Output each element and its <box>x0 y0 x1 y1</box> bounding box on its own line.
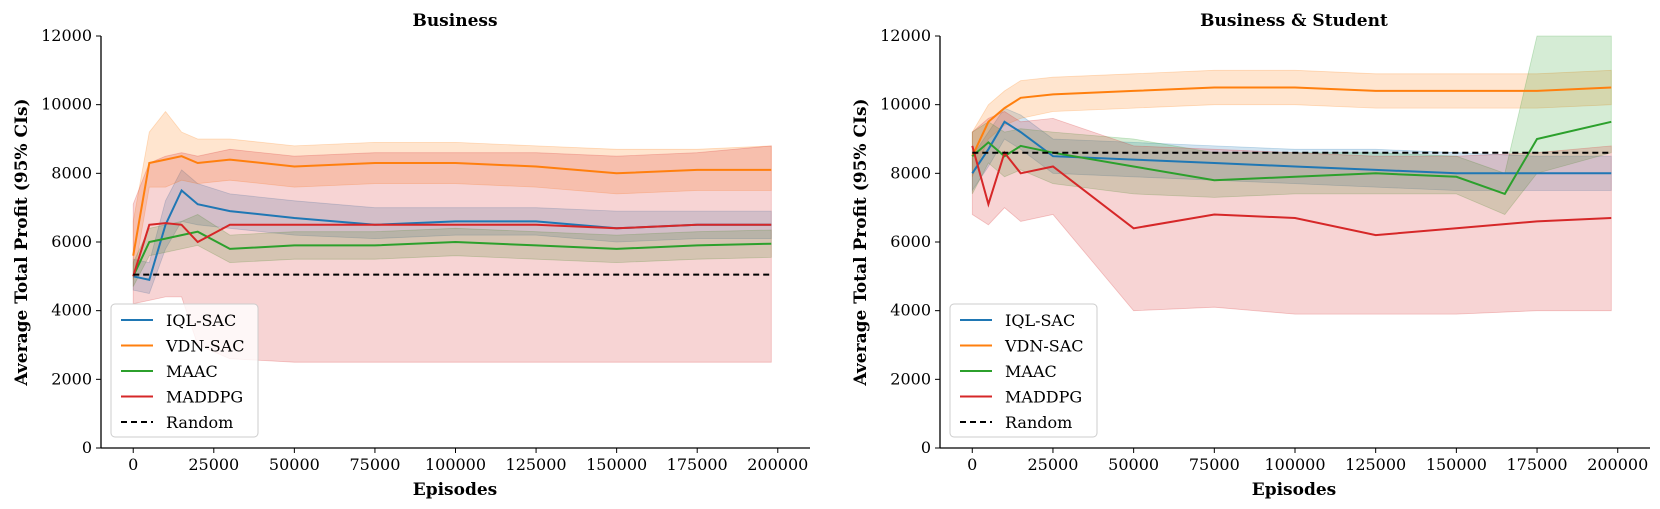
y-tick-label: 6000 <box>890 232 931 251</box>
series-line-maddpg <box>132 222 772 277</box>
y-tick-label: 10000 <box>880 95 931 114</box>
legend-label-maac: MAAC <box>166 362 218 381</box>
legend-label-iql-sac: IQL-SAC <box>166 311 236 330</box>
x-tick-label: 25000 <box>188 455 239 474</box>
series-line-maac <box>971 120 1612 196</box>
x-tick-label: 75000 <box>349 455 400 474</box>
x-tick-label: 50000 <box>1108 455 1159 474</box>
ci-band-vdn-sac <box>132 110 772 280</box>
x-ticks: 0 25000 50000 75000 100000 125000 150000 175000… <box>967 448 1648 474</box>
x-tick-label: 100000 <box>1264 455 1325 474</box>
chart-business-student: Business & Student Episodes Average Tota… <box>851 11 1650 500</box>
x-tick-label: 50000 <box>269 455 320 474</box>
legend-label-iql-sac: IQL-SAC <box>1005 311 1075 330</box>
series-line-vdn-sac <box>132 155 772 256</box>
series-line-maddpg <box>971 145 1612 237</box>
legend-label-random: Random <box>166 413 233 432</box>
x-tick-label: 200000 <box>1587 455 1648 474</box>
x-axis-label: Episodes <box>1252 480 1337 500</box>
legend-label-maddpg: MADDPG <box>1005 388 1082 407</box>
legend: IQL-SAC VDN-SAC MAAC MADDPG Random <box>110 303 259 438</box>
x-tick-label: 175000 <box>1507 455 1568 474</box>
chart-title: Business <box>412 11 497 31</box>
chart-area <box>971 35 1612 315</box>
chart-area <box>132 110 772 363</box>
y-tick-label: 6000 <box>51 232 92 251</box>
y-tick-label: 12000 <box>880 26 931 45</box>
y-tick-label: 8000 <box>51 163 92 182</box>
y-ticks: 0 2000 4000 6000 8000 10000 12000 <box>41 26 101 457</box>
x-tick-label: 125000 <box>506 455 567 474</box>
legend-label-vdn-sac: VDN-SAC <box>1004 337 1084 356</box>
ci-band-iql-sac <box>971 107 1612 192</box>
chart-title: Business & Student <box>1200 11 1388 31</box>
series-line-vdn-sac <box>971 86 1612 157</box>
x-tick-label: 125000 <box>1345 455 1406 474</box>
ci-band-iql-sac <box>132 169 772 294</box>
y-tick-label: 12000 <box>41 26 92 45</box>
x-tick-label: 0 <box>967 455 977 474</box>
legend-label-vdn-sac: VDN-SAC <box>165 337 245 356</box>
ci-band-vdn-sac <box>971 69 1612 177</box>
x-tick-label: 175000 <box>667 455 728 474</box>
y-tick-label: 4000 <box>51 301 92 320</box>
y-tick-label: 2000 <box>890 369 931 388</box>
y-tick-label: 8000 <box>890 163 931 182</box>
x-tick-label: 0 <box>128 455 138 474</box>
legend-box <box>949 303 1098 438</box>
y-tick-label: 2000 <box>51 369 92 388</box>
ci-band-maac <box>971 35 1612 215</box>
y-tick-label: 0 <box>921 438 931 457</box>
x-tick-label: 75000 <box>1189 455 1240 474</box>
legend-label-maddpg: MADDPG <box>166 388 243 407</box>
x-tick-label: 150000 <box>586 455 647 474</box>
x-tick-label: 150000 <box>1426 455 1487 474</box>
series-line-maac <box>132 230 772 277</box>
series-line-iql-sac <box>971 120 1612 175</box>
legend-label-maac: MAAC <box>1005 362 1057 381</box>
legend-label-random: Random <box>1005 413 1072 432</box>
y-tick-label: 4000 <box>890 301 931 320</box>
x-tick-label: 100000 <box>425 455 486 474</box>
legend-box <box>110 303 259 438</box>
legend: IQL-SAC VDN-SAC MAAC MADDPG Random <box>949 303 1098 438</box>
y-tick-label: 0 <box>82 438 92 457</box>
x-tick-label: 200000 <box>747 455 808 474</box>
x-tick-label: 25000 <box>1028 455 1079 474</box>
y-axis-label: Average Total Profit (95% CIs) <box>12 98 32 386</box>
y-ticks: 0 2000 4000 6000 8000 10000 12000 <box>880 26 940 457</box>
y-tick-label: 10000 <box>41 95 92 114</box>
chart-business: Business Episodes Average Total Profit (… <box>12 11 810 500</box>
y-axis-label: Average Total Profit (95% CIs) <box>851 98 871 386</box>
ci-band-maddpg <box>971 111 1612 315</box>
x-ticks: 0 25000 50000 75000 100000 125000 150000 175000… <box>128 448 808 474</box>
ci-band-maac <box>132 214 772 287</box>
x-axis-label: Episodes <box>413 480 498 500</box>
